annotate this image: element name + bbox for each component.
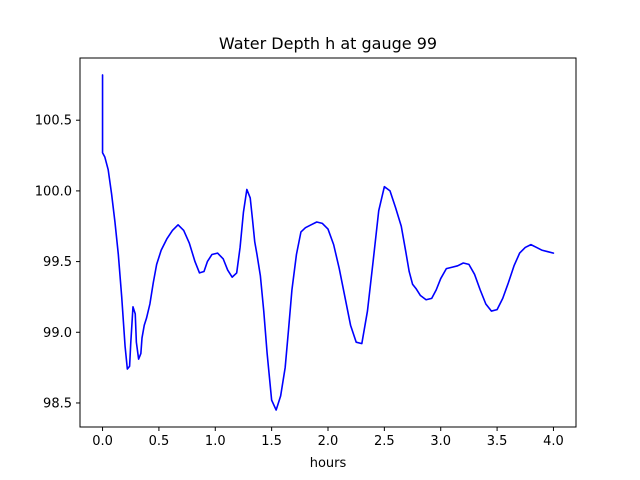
x-tick-label: 0.0 <box>92 434 113 449</box>
y-tick-label: 100.5 <box>35 114 72 129</box>
y-axis-ticks: 98.5 99.0 99.5 100.0 100.5 <box>35 114 80 411</box>
axes-frame <box>79 57 577 428</box>
chart-title: Water Depth h at gauge 99 <box>219 34 437 53</box>
x-axis-label: hours <box>310 456 347 471</box>
x-axis-ticks: 0.0 0.5 1.0 1.5 2.0 2.5 3.0 3.5 4.0 <box>92 427 564 449</box>
x-tick-label: 0.5 <box>149 434 170 449</box>
x-tick-label: 2.5 <box>374 434 395 449</box>
y-tick-label: 99.5 <box>43 255 72 270</box>
x-tick-label: 1.5 <box>261 434 282 449</box>
series-line <box>101 74 555 411</box>
x-tick-label: 3.0 <box>430 434 451 449</box>
y-tick-label: 99.0 <box>43 326 72 341</box>
x-tick-label: 1.0 <box>205 434 226 449</box>
x-tick-label: 3.5 <box>487 434 508 449</box>
y-tick-label: 100.0 <box>35 184 72 199</box>
x-tick-label: 4.0 <box>543 434 564 449</box>
y-tick-label: 98.5 <box>43 396 72 411</box>
x-tick-label: 2.0 <box>318 434 339 449</box>
plot-area <box>80 58 576 427</box>
